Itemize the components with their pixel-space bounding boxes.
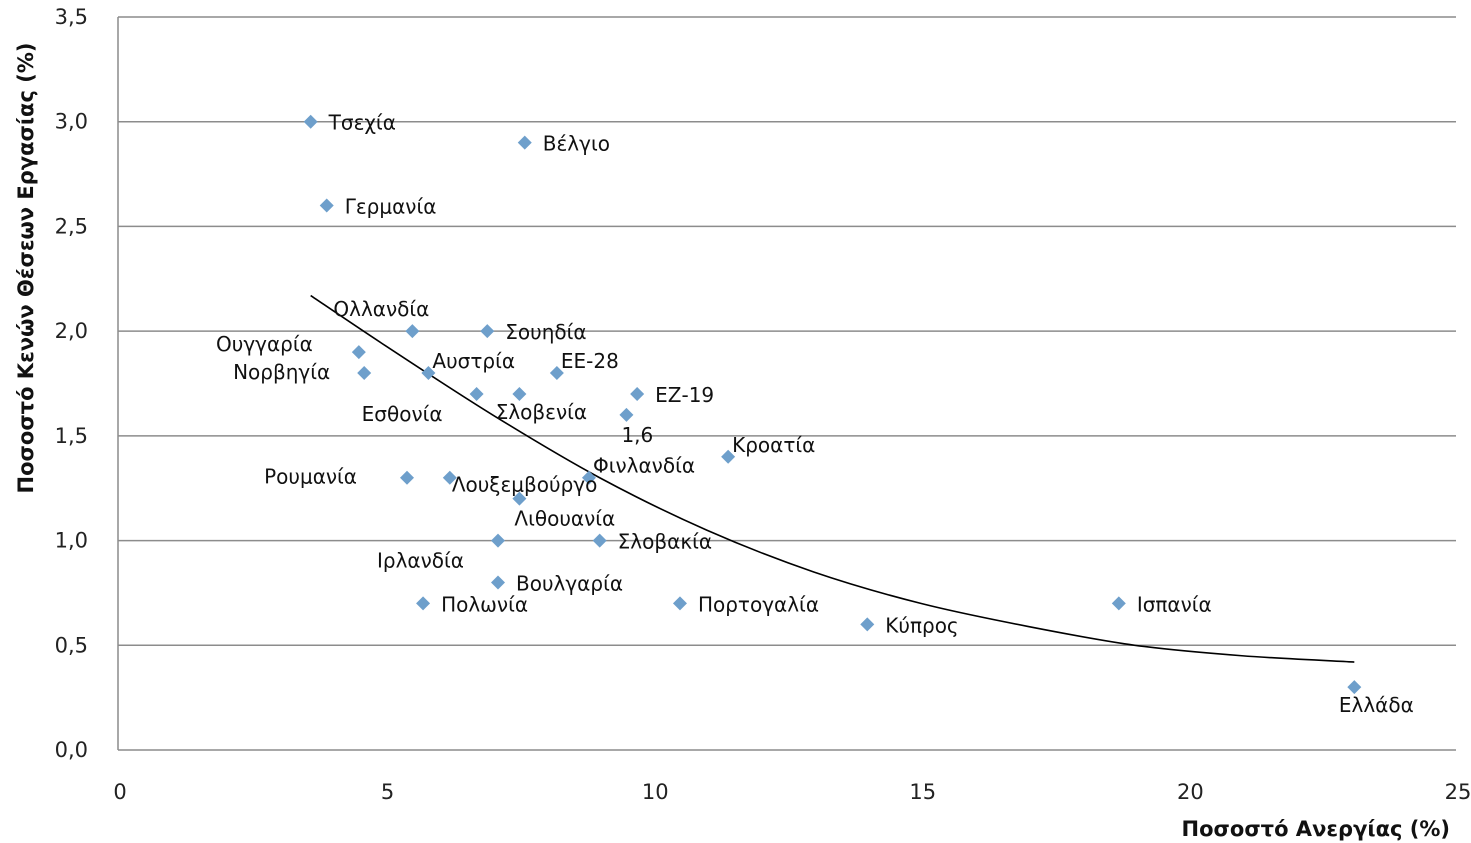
data-point-label: Σλοβακία	[618, 530, 712, 554]
data-point-label: ΕΖ-19	[655, 383, 714, 407]
data-point-marker	[405, 324, 420, 339]
data-point-marker	[357, 366, 372, 381]
data-point-marker	[512, 386, 527, 401]
data-point-marker	[319, 198, 334, 213]
y-tick-label: 3,5	[55, 5, 88, 29]
data-point-marker	[303, 114, 318, 129]
y-axis-title: Ποσοστό Κενών Θέσεων Εργασίας (%)	[14, 43, 38, 494]
data-point-marker	[592, 533, 607, 548]
y-tick-label: 2,0	[55, 319, 88, 343]
x-tick-label: 25	[1445, 780, 1471, 804]
gridlines	[118, 16, 1456, 647]
data-point-marker	[721, 449, 736, 464]
data-point-label: Βουλγαρία	[516, 571, 623, 595]
data-point-marker	[469, 386, 484, 401]
data-point-label: Φινλανδία	[593, 454, 695, 478]
data-point-marker	[860, 617, 875, 632]
x-tick-label: 5	[381, 780, 394, 804]
trendline	[310, 294, 1355, 663]
data-point-marker	[442, 470, 457, 485]
axes: 0,0 0,5 1,0 1,5 2,0 2,5 3,0 3,5 0 5 10 15 20 25	[55, 5, 1471, 804]
data-point-marker	[416, 596, 431, 611]
x-tick-label: 20	[1177, 780, 1204, 804]
data-point-marker	[1347, 680, 1362, 695]
data-point-label: Νορβηγία	[233, 360, 330, 384]
data-point-marker	[421, 366, 436, 381]
y-tick-label: 1,0	[55, 529, 88, 553]
data-point-label: Ρουμανία	[264, 465, 357, 489]
data-point-marker	[517, 135, 532, 150]
y-tick-label: 2,5	[55, 214, 88, 238]
data-point-label: ΕΕ-28	[561, 349, 619, 373]
data-point-label: Γερμανία	[345, 194, 437, 218]
data-point-label: Πορτογαλία	[698, 592, 819, 616]
data-point-label: 1,6	[621, 423, 653, 447]
point-labels: Τσεχία Βέλγιο Γερμανία Ολλανδία Σουηδία Ουγγα…	[216, 111, 1414, 717]
data-point-label: Κύπρος	[885, 613, 958, 637]
x-tick-label: 10	[642, 780, 669, 804]
data-point-marker	[490, 575, 505, 590]
data-point-marker	[549, 366, 564, 381]
data-point-marker	[400, 470, 415, 485]
y-tick-label: 0,0	[55, 738, 88, 762]
data-point-label: Τσεχία	[328, 111, 396, 135]
data-point-label: Ουγγαρία	[216, 332, 313, 356]
data-point-label: Βέλγιο	[543, 132, 610, 156]
data-point-marker	[490, 533, 505, 548]
data-point-label: Κροατία	[732, 433, 815, 457]
data-point-label: Λιθουανία	[514, 507, 615, 531]
data-point-label: Ισπανία	[1137, 592, 1212, 616]
x-tick-label: 15	[909, 780, 936, 804]
data-point-label: Σουηδία	[505, 320, 586, 344]
data-point-marker	[512, 491, 527, 506]
x-tick-label: 0	[113, 780, 126, 804]
data-point-marker	[581, 470, 596, 485]
data-point-label: Ελλάδα	[1339, 693, 1414, 717]
data-point-label: Σλοβενία	[496, 400, 587, 424]
data-point-label: Αυστρία	[432, 349, 515, 373]
data-point-label: Ιρλανδία	[377, 549, 464, 573]
data-point-marker	[672, 596, 687, 611]
y-tick-label: 3,0	[55, 110, 88, 134]
data-point-marker	[480, 324, 495, 339]
data-point-marker	[619, 407, 634, 422]
data-point-label: Ολλανδία	[333, 297, 429, 321]
x-axis-title: Ποσοστό Ανεργίας (%)	[1182, 817, 1450, 841]
data-point-marker	[1111, 596, 1126, 611]
data-point-marker	[351, 345, 366, 360]
data-point-marker	[630, 386, 645, 401]
trendline-curve	[310, 294, 1355, 663]
data-points	[303, 114, 1362, 695]
data-point-label: Εσθονία	[362, 402, 443, 426]
data-point-label: Πολωνία	[441, 592, 528, 616]
y-tick-label: 0,5	[55, 633, 88, 657]
y-tick-label: 1,5	[55, 424, 88, 448]
data-point-label: Λουξεμβούργο	[452, 473, 598, 497]
